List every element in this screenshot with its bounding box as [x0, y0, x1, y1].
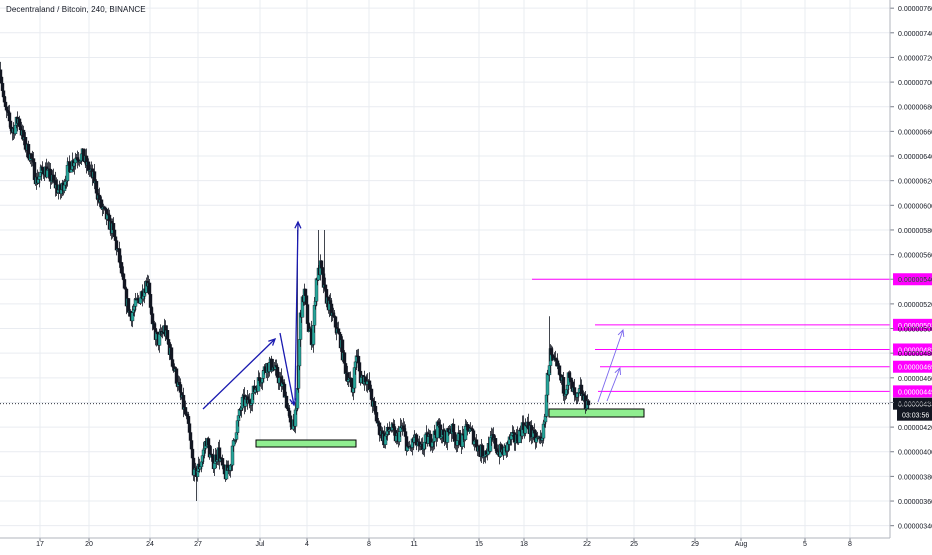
- price-tick-label: 0.00000640: [898, 154, 932, 161]
- price-tick-label: 0.00000720: [898, 55, 932, 62]
- candle-body: [170, 359, 175, 367]
- support-zone: [255, 439, 357, 448]
- price-tick-label: 0.00000360: [898, 499, 932, 506]
- level-price-badge: [893, 318, 932, 331]
- candle-body: [37, 176, 42, 180]
- time-tick-label: 25: [630, 541, 638, 548]
- level-price-label: 0.00000483: [898, 347, 932, 354]
- countdown-badge: [897, 408, 932, 421]
- time-tick-label: 22: [583, 541, 591, 548]
- time-tick-label: 18: [520, 541, 528, 548]
- trend-arrow: [294, 221, 299, 401]
- price-tick-label: 0.00000460: [898, 376, 932, 383]
- price-tick-label: 0.00000660: [898, 129, 932, 136]
- arrows: [202, 220, 625, 410]
- price-tick-label: 0.00000600: [898, 203, 932, 210]
- price-tick-label: 0.00000560: [898, 253, 932, 260]
- price-tick-label: 0.00000420: [898, 425, 932, 432]
- trend-arrow-head: [268, 337, 277, 346]
- candle-body: [155, 331, 160, 335]
- candle-body: [465, 424, 470, 428]
- time-tick-label: 24: [146, 541, 154, 548]
- time-tick-label: 8: [848, 541, 852, 548]
- price-tick-label: 0.00000760: [898, 6, 932, 13]
- price-tick-label: 0.00000520: [898, 302, 932, 309]
- price-tick-label: 0.00000740: [898, 31, 932, 38]
- price-tick-label: 0.00000620: [898, 179, 932, 186]
- time-tick-label: Aug: [735, 541, 748, 548]
- level-price-badge: [893, 360, 932, 373]
- price-tick-label: 0.00000540: [898, 277, 932, 284]
- candle-body: [545, 372, 550, 396]
- projection-arrow: [606, 367, 621, 402]
- trend-arrow-head: [289, 398, 297, 407]
- trend-arrow: [202, 338, 276, 410]
- projection-arrow: [597, 329, 624, 403]
- support-zone: [548, 408, 645, 418]
- time-tick-label: 20: [85, 541, 93, 548]
- level-price-label: 0.00000469: [898, 365, 932, 372]
- price-tick-label: 0.00000580: [898, 228, 932, 235]
- price-tick-label: 0.00000480: [898, 351, 932, 358]
- price-tick-label: 0.00000340: [898, 524, 932, 531]
- time-tick-label: 4: [305, 541, 309, 548]
- current-price-badge: [893, 397, 932, 410]
- candle-body: [111, 223, 116, 231]
- level-price-label: 0.00000503: [898, 323, 932, 330]
- price-tick-label: 0.00000440: [898, 400, 932, 407]
- horizontal-levels: 0.00000540 0.00000503 0.00000483 0.00000469…: [0, 273, 932, 421]
- projection-arrow-head: [614, 367, 621, 376]
- time-tick-label: 15: [475, 541, 483, 548]
- trend-arrow: [279, 332, 295, 406]
- candle-body: [212, 463, 217, 470]
- price-tick-label: 0.00000500: [898, 327, 932, 334]
- time-tick-label: 17: [36, 541, 44, 548]
- price-tick-label: 0.00000700: [898, 80, 932, 87]
- candle-body: [493, 438, 498, 449]
- candle-body: [103, 207, 108, 210]
- current-price-label: 0.00000439: [898, 402, 932, 409]
- candle-body: [586, 400, 591, 406]
- chart-title: Decentraland / Bitcoin, 240, BINANCE: [6, 5, 146, 14]
- price-tick-label: 0.00000380: [898, 474, 932, 481]
- countdown-label: 03:03:56: [902, 413, 929, 420]
- candle-body: [169, 347, 174, 360]
- time-tick-label: 8: [367, 541, 371, 548]
- grid: [0, 0, 890, 538]
- level-price-badge: [893, 273, 932, 286]
- candles: [0, 61, 591, 502]
- candle-body: [284, 395, 289, 408]
- time-tick-label: 5: [803, 541, 807, 548]
- level-price-badge: [893, 385, 932, 398]
- projection-arrow-head: [617, 329, 625, 338]
- trend-arrow-head: [294, 220, 302, 229]
- time-tick-label: Jul: [256, 541, 265, 548]
- price-tick-label: 0.00000680: [898, 105, 932, 112]
- support-zones: [255, 408, 645, 448]
- level-price-label: 0.00000449: [898, 389, 932, 396]
- time-tick-label: 29: [691, 541, 699, 548]
- level-price-badge: [893, 343, 932, 356]
- candle-body: [561, 377, 566, 394]
- candle-body: [117, 248, 122, 263]
- level-price-label: 0.00000540: [898, 277, 932, 284]
- time-tick-label: 27: [194, 541, 202, 548]
- time-tick-label: 11: [410, 541, 417, 548]
- candle-body: [568, 377, 573, 381]
- price-tick-label: 0.00000400: [898, 450, 932, 457]
